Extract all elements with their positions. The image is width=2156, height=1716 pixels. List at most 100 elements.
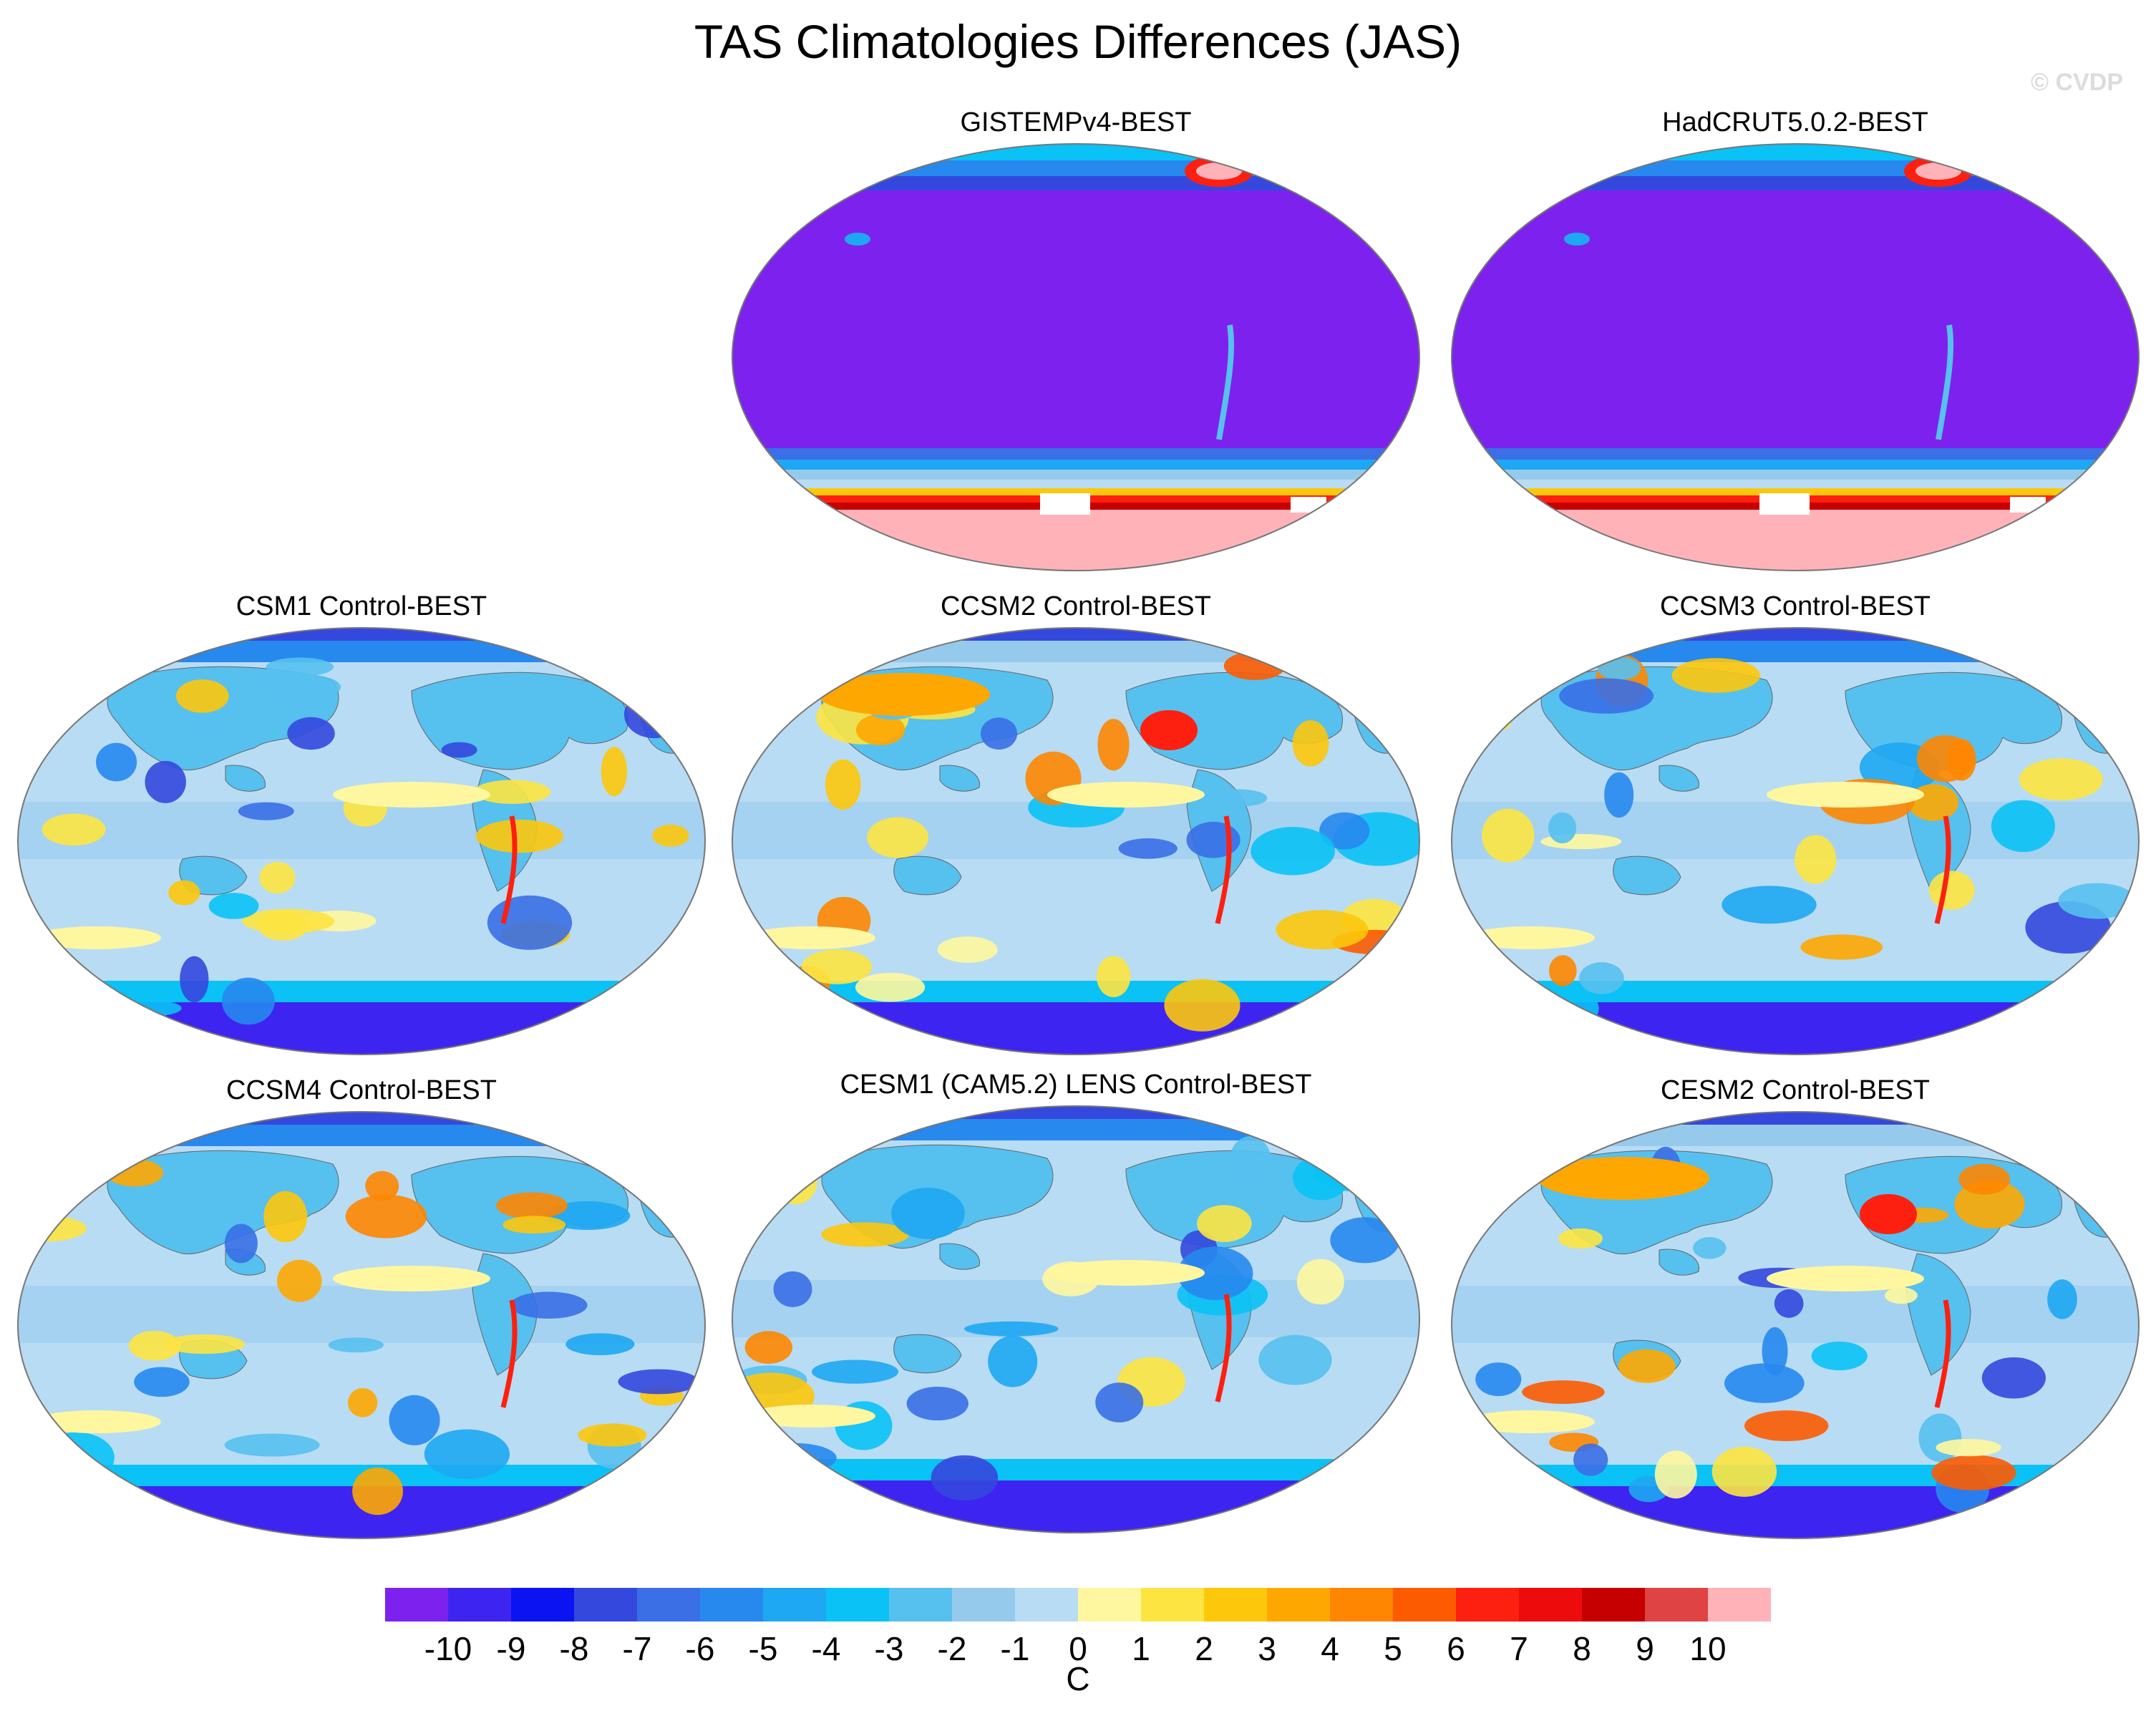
- missing-data: [1040, 493, 1090, 515]
- colorbar-label: -9: [496, 1630, 526, 1667]
- anomaly-blob: [963, 1321, 1059, 1337]
- anomaly-blob: [389, 1395, 440, 1445]
- southern-band: [732, 1480, 1419, 1533]
- anomaly-blob: [1931, 1455, 2016, 1490]
- colorbar-swatch: [1204, 1588, 1267, 1622]
- land-mass: [939, 1243, 980, 1270]
- map-field: [18, 628, 705, 1055]
- andes-streak: [1934, 815, 1951, 924]
- arctic-band: [732, 1106, 1419, 1119]
- anomaly-blob: [1047, 782, 1205, 808]
- anomaly-blob: [818, 673, 990, 716]
- map-outline: [732, 627, 1420, 1055]
- panel-title: CESM2 Control-BEST: [1661, 1075, 1930, 1105]
- arctic-band: [1452, 160, 2139, 176]
- anomaly-blob: [2019, 758, 2103, 801]
- anomaly-blob: [424, 1429, 510, 1479]
- anomaly-blob: [1604, 772, 1634, 818]
- panel-title: CCSM2 Control-BEST: [941, 591, 1211, 621]
- robinson-map: [732, 1105, 1420, 1533]
- anomaly-blob: [184, 712, 235, 737]
- colorbar-label: -10: [424, 1630, 472, 1667]
- arctic-band: [732, 628, 1419, 641]
- anomaly-blob: [259, 861, 296, 894]
- map-panel-ccsm3: CCSM3 Control-BEST: [1437, 590, 2153, 1066]
- robinson-map: [732, 627, 1420, 1055]
- anomaly-blob: [2083, 954, 2137, 974]
- colorbar-swatch: [385, 1588, 448, 1622]
- andes-streak: [1215, 815, 1232, 924]
- anomaly-blob: [263, 1191, 308, 1243]
- arctic-band: [1452, 176, 2139, 190]
- anomaly-blob: [1542, 989, 1599, 1028]
- anomaly-blob: [1579, 962, 1624, 994]
- anomaly-blob: [1466, 926, 1595, 949]
- land-mass: [1613, 855, 1681, 896]
- southern-band: [18, 1002, 705, 1055]
- colorbar-swatch: [1582, 1588, 1645, 1622]
- anomaly-blob: [1885, 1287, 1918, 1304]
- anomaly-blob: [1744, 1410, 1829, 1442]
- anomaly-blob: [365, 1170, 399, 1201]
- anomaly-blob: [744, 1331, 792, 1364]
- anomaly-blob: [1229, 1136, 1272, 1188]
- map-outline: [732, 143, 1420, 571]
- map-field: [18, 1112, 705, 1538]
- robinson-map: [732, 143, 1420, 571]
- anomaly-blob: [1310, 1475, 1356, 1493]
- anomaly-blob: [1795, 835, 1837, 884]
- anomaly-blob: [1936, 1438, 2001, 1457]
- colorbar-label: -1: [1000, 1630, 1030, 1667]
- anomaly-blob: [180, 956, 209, 1003]
- anomaly-blob: [1991, 800, 2055, 853]
- map-panel-ccsm2: CCSM2 Control-BEST: [718, 590, 1434, 1066]
- land-mass: [939, 765, 980, 792]
- arctic-band: [18, 1112, 705, 1125]
- anomaly-blob: [128, 1330, 181, 1361]
- anomaly-blob: [2047, 1279, 2077, 1319]
- credit-watermark: © CVDP: [2031, 69, 2123, 96]
- map-outline: [17, 627, 706, 1055]
- anomaly-blob: [1548, 955, 1577, 987]
- anomaly-blob: [747, 926, 875, 949]
- anomaly-blob: [258, 911, 309, 941]
- colorbar-swatch: [574, 1588, 637, 1622]
- anomaly-blob: [352, 1468, 404, 1516]
- anomaly-blob: [2058, 883, 2136, 919]
- anomaly-blob: [601, 747, 628, 797]
- anomaly-blob: [39, 1432, 115, 1483]
- anomaly-blob: [1258, 1334, 1332, 1385]
- anomaly-blob: [906, 1386, 968, 1421]
- anomaly-blob: [1860, 1194, 1917, 1234]
- southern-band: [732, 1002, 1419, 1055]
- colorbar-swatch: [511, 1588, 574, 1622]
- anomaly-blob: [821, 1222, 910, 1247]
- anomaly-blob: [1095, 1382, 1144, 1422]
- map-field: [1452, 1112, 2139, 1538]
- anomaly-blob: [1118, 838, 1177, 859]
- anomaly-blob: [1947, 738, 1976, 781]
- anomaly-blob: [347, 1388, 378, 1417]
- anomaly-blob: [931, 1455, 999, 1501]
- colorbar-label: -2: [937, 1630, 967, 1667]
- anomaly-blob: [634, 1173, 705, 1210]
- andes-streak: [1936, 324, 1954, 440]
- anomaly-blob: [867, 817, 929, 858]
- southern-band: [1452, 1002, 2139, 1055]
- map-panel-cesm2: CESM2 Control-BEST: [1437, 1074, 2153, 1550]
- colorbar-swatch: [1330, 1588, 1393, 1622]
- anomaly-blob: [1177, 1246, 1253, 1300]
- anomaly-blob: [441, 742, 477, 758]
- map-field: [732, 628, 1419, 1055]
- anomaly-blob: [1487, 659, 1527, 694]
- andes-streak: [1216, 324, 1235, 440]
- southern-band: [732, 510, 1419, 571]
- anomaly-blob: [1774, 1289, 1804, 1318]
- anomaly-blob: [1475, 717, 1511, 732]
- anomaly-blob: [855, 972, 926, 1002]
- panel-title: CSM1 Control-BEST: [235, 591, 487, 621]
- anomaly-blob: [1197, 1205, 1252, 1242]
- map-outline: [1451, 143, 2140, 571]
- map-panel-cesm1: CESM1 (CAM5.2) LENS Control-BEST: [718, 1068, 1434, 1544]
- arctic-band: [732, 160, 1419, 176]
